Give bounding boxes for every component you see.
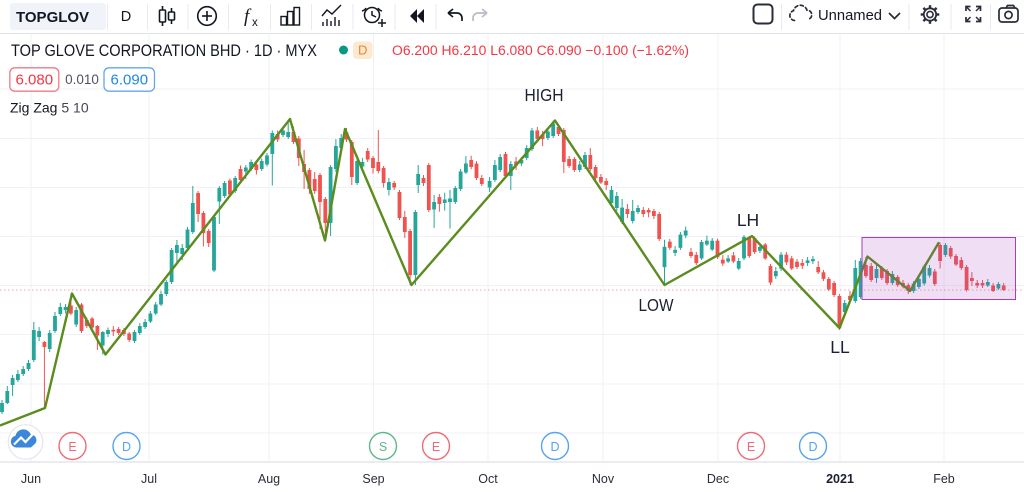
svg-text:x: x <box>252 17 258 29</box>
svg-text:D: D <box>121 9 131 25</box>
svg-text:S: S <box>379 440 387 454</box>
svg-text:Dec: Dec <box>707 472 729 486</box>
svg-text:f: f <box>244 6 252 27</box>
svg-text:0.010: 0.010 <box>65 72 99 87</box>
svg-text:Unnamed: Unnamed <box>818 7 882 24</box>
svg-text:HIGH: HIGH <box>525 85 564 105</box>
svg-text:Nov: Nov <box>592 472 615 486</box>
svg-text:D: D <box>358 43 367 58</box>
svg-text:LL: LL <box>830 337 850 357</box>
svg-text:D: D <box>122 440 131 454</box>
svg-text:LH: LH <box>737 210 759 230</box>
svg-text:E: E <box>747 440 755 454</box>
svg-text:6.090: 6.090 <box>111 72 149 89</box>
svg-text:E: E <box>432 440 440 454</box>
svg-text:Oct: Oct <box>478 472 498 486</box>
svg-text:TOPGLOV: TOPGLOV <box>16 9 89 26</box>
svg-text:2021: 2021 <box>826 472 854 486</box>
svg-text:Jun: Jun <box>21 472 41 486</box>
svg-text:Feb: Feb <box>933 472 955 486</box>
svg-text:6.080: 6.080 <box>16 72 54 89</box>
svg-text:TOP GLOVE CORPORATION BHD · 1D: TOP GLOVE CORPORATION BHD · 1D · MYX <box>11 41 317 60</box>
svg-text:Jul: Jul <box>141 472 157 486</box>
svg-text:O6.200 H6.210 L6.080 C6.090 −0: O6.200 H6.210 L6.080 C6.090 −0.100 (−1.6… <box>392 43 689 58</box>
svg-text:Sep: Sep <box>362 472 384 486</box>
svg-text:Zig Zag 5 10: Zig Zag 5 10 <box>10 100 89 116</box>
svg-text:E: E <box>68 440 76 454</box>
svg-text:Aug: Aug <box>258 472 280 486</box>
svg-text:D: D <box>550 440 559 454</box>
svg-text:LOW: LOW <box>639 295 674 315</box>
svg-text:D: D <box>808 440 817 454</box>
